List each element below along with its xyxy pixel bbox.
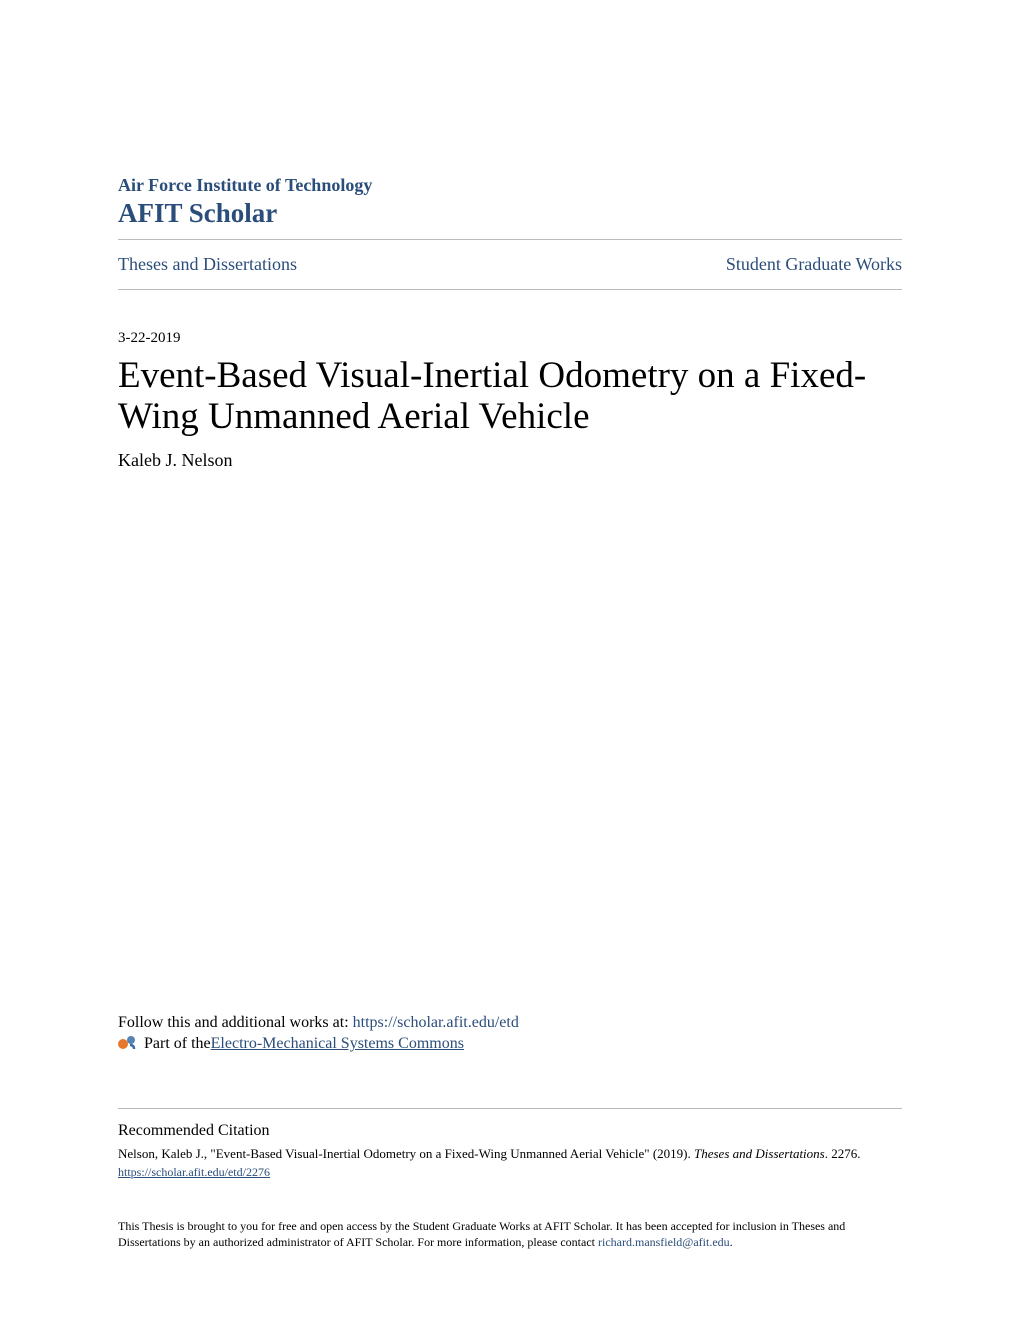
breadcrumb-row: Theses and Dissertations Student Graduat… — [118, 240, 902, 289]
publication-date: 3-22-2019 — [118, 330, 902, 347]
breadcrumb-collection[interactable]: Theses and Dissertations — [118, 254, 297, 275]
network-icon — [118, 1035, 138, 1053]
footer-part2: . — [730, 1235, 733, 1249]
citation-text-part1: Nelson, Kaleb J., "Event-Based Visual-In… — [118, 1146, 694, 1161]
divider-bottom — [118, 289, 902, 290]
follow-section: Follow this and additional works at: htt… — [118, 1014, 902, 1053]
follow-line: Follow this and additional works at: htt… — [118, 1014, 902, 1032]
citation-heading: Recommended Citation — [118, 1122, 902, 1140]
scholar-repository-name[interactable]: AFIT Scholar — [118, 198, 902, 229]
footer-part1: This Thesis is brought to you for free a… — [118, 1219, 845, 1249]
citation-text: Nelson, Kaleb J., "Event-Based Visual-In… — [118, 1145, 902, 1163]
part-of-row: Part of the Electro-Mechanical Systems C… — [118, 1035, 902, 1053]
footer-text: This Thesis is brought to you for free a… — [118, 1218, 902, 1250]
institution-name: Air Force Institute of Technology — [118, 175, 902, 196]
page-container: Air Force Institute of Technology AFIT S… — [0, 0, 1020, 471]
breadcrumb-parent[interactable]: Student Graduate Works — [726, 254, 902, 275]
citation-text-italic: Theses and Dissertations — [694, 1146, 825, 1161]
citation-url[interactable]: https://scholar.afit.edu/etd/2276 — [118, 1165, 902, 1180]
part-of-prefix: Part of the — [144, 1035, 211, 1053]
citation-text-part2: . 2276. — [825, 1146, 861, 1161]
paper-title: Event-Based Visual-Inertial Odometry on … — [118, 355, 902, 438]
footer-email-link[interactable]: richard.mansfield@afit.edu — [598, 1235, 730, 1249]
commons-link[interactable]: Electro-Mechanical Systems Commons — [211, 1035, 464, 1053]
follow-prefix: Follow this and additional works at: — [118, 1014, 353, 1031]
paper-author: Kaleb J. Nelson — [118, 450, 902, 471]
follow-link[interactable]: https://scholar.afit.edu/etd — [353, 1014, 519, 1031]
citation-section: Recommended Citation Nelson, Kaleb J., "… — [118, 1108, 902, 1180]
